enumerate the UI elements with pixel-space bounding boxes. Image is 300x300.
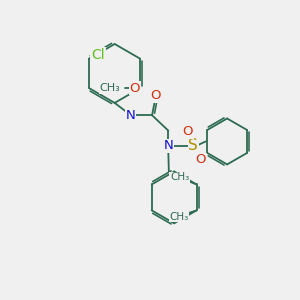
Text: N: N (126, 109, 136, 122)
Text: N: N (164, 140, 173, 152)
Text: CH₃: CH₃ (99, 83, 120, 93)
Text: O: O (195, 153, 206, 166)
Text: O: O (130, 82, 140, 95)
Text: O: O (183, 125, 193, 138)
Text: CH₃: CH₃ (169, 212, 188, 222)
Text: H: H (127, 109, 135, 118)
Text: CH₃: CH₃ (170, 172, 189, 182)
Text: O: O (150, 89, 161, 102)
Text: S: S (188, 138, 198, 153)
Text: Cl: Cl (91, 48, 105, 62)
